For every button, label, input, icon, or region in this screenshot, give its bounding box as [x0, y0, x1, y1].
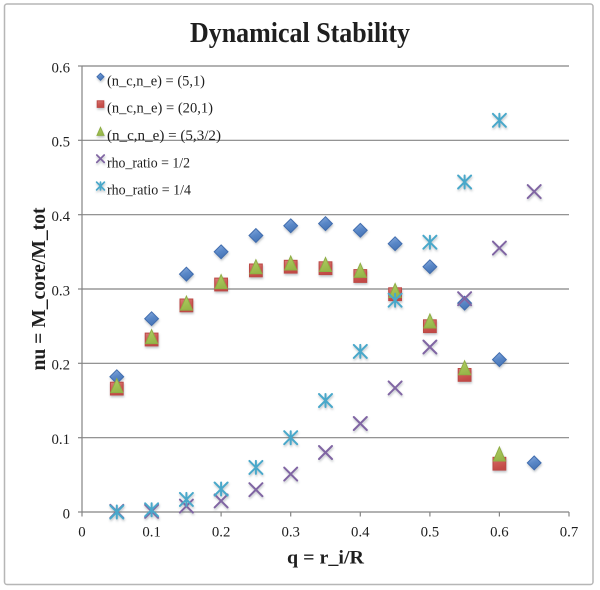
svg-text:0.1: 0.1	[52, 432, 71, 448]
svg-text:0.6: 0.6	[490, 525, 509, 541]
svg-text:0: 0	[78, 525, 85, 541]
svg-text:0.3: 0.3	[281, 525, 300, 541]
svg-text:nu = M_core/M_tot: nu = M_core/M_tot	[28, 207, 50, 370]
svg-text:0.2: 0.2	[52, 358, 71, 374]
svg-text:0.6: 0.6	[52, 60, 71, 76]
svg-text:rho_ratio = 1/2: rho_ratio = 1/2	[107, 155, 190, 171]
svg-text:0.2: 0.2	[212, 525, 231, 541]
svg-text:0.4: 0.4	[52, 209, 71, 225]
svg-text:(n_c,n_e) = (20,1): (n_c,n_e) = (20,1)	[107, 101, 213, 117]
svg-text:0.5: 0.5	[52, 135, 71, 151]
svg-text:0.3: 0.3	[52, 283, 71, 299]
svg-text:q = r_i/R: q = r_i/R	[287, 549, 365, 569]
svg-text:0: 0	[63, 506, 70, 522]
svg-text:0.1: 0.1	[142, 525, 161, 541]
svg-text:(n_c,n_e) = (5,3/2): (n_c,n_e) = (5,3/2)	[107, 128, 221, 144]
svg-text:rho_ratio = 1/4: rho_ratio = 1/4	[107, 183, 191, 199]
svg-text:0.5: 0.5	[421, 525, 440, 541]
svg-text:0.4: 0.4	[351, 525, 370, 541]
svg-text:Dynamical Stability: Dynamical Stability	[190, 18, 410, 49]
svg-text:(n_c,n_e) = (5,1): (n_c,n_e) = (5,1)	[107, 73, 205, 89]
svg-text:0.7: 0.7	[560, 525, 579, 541]
